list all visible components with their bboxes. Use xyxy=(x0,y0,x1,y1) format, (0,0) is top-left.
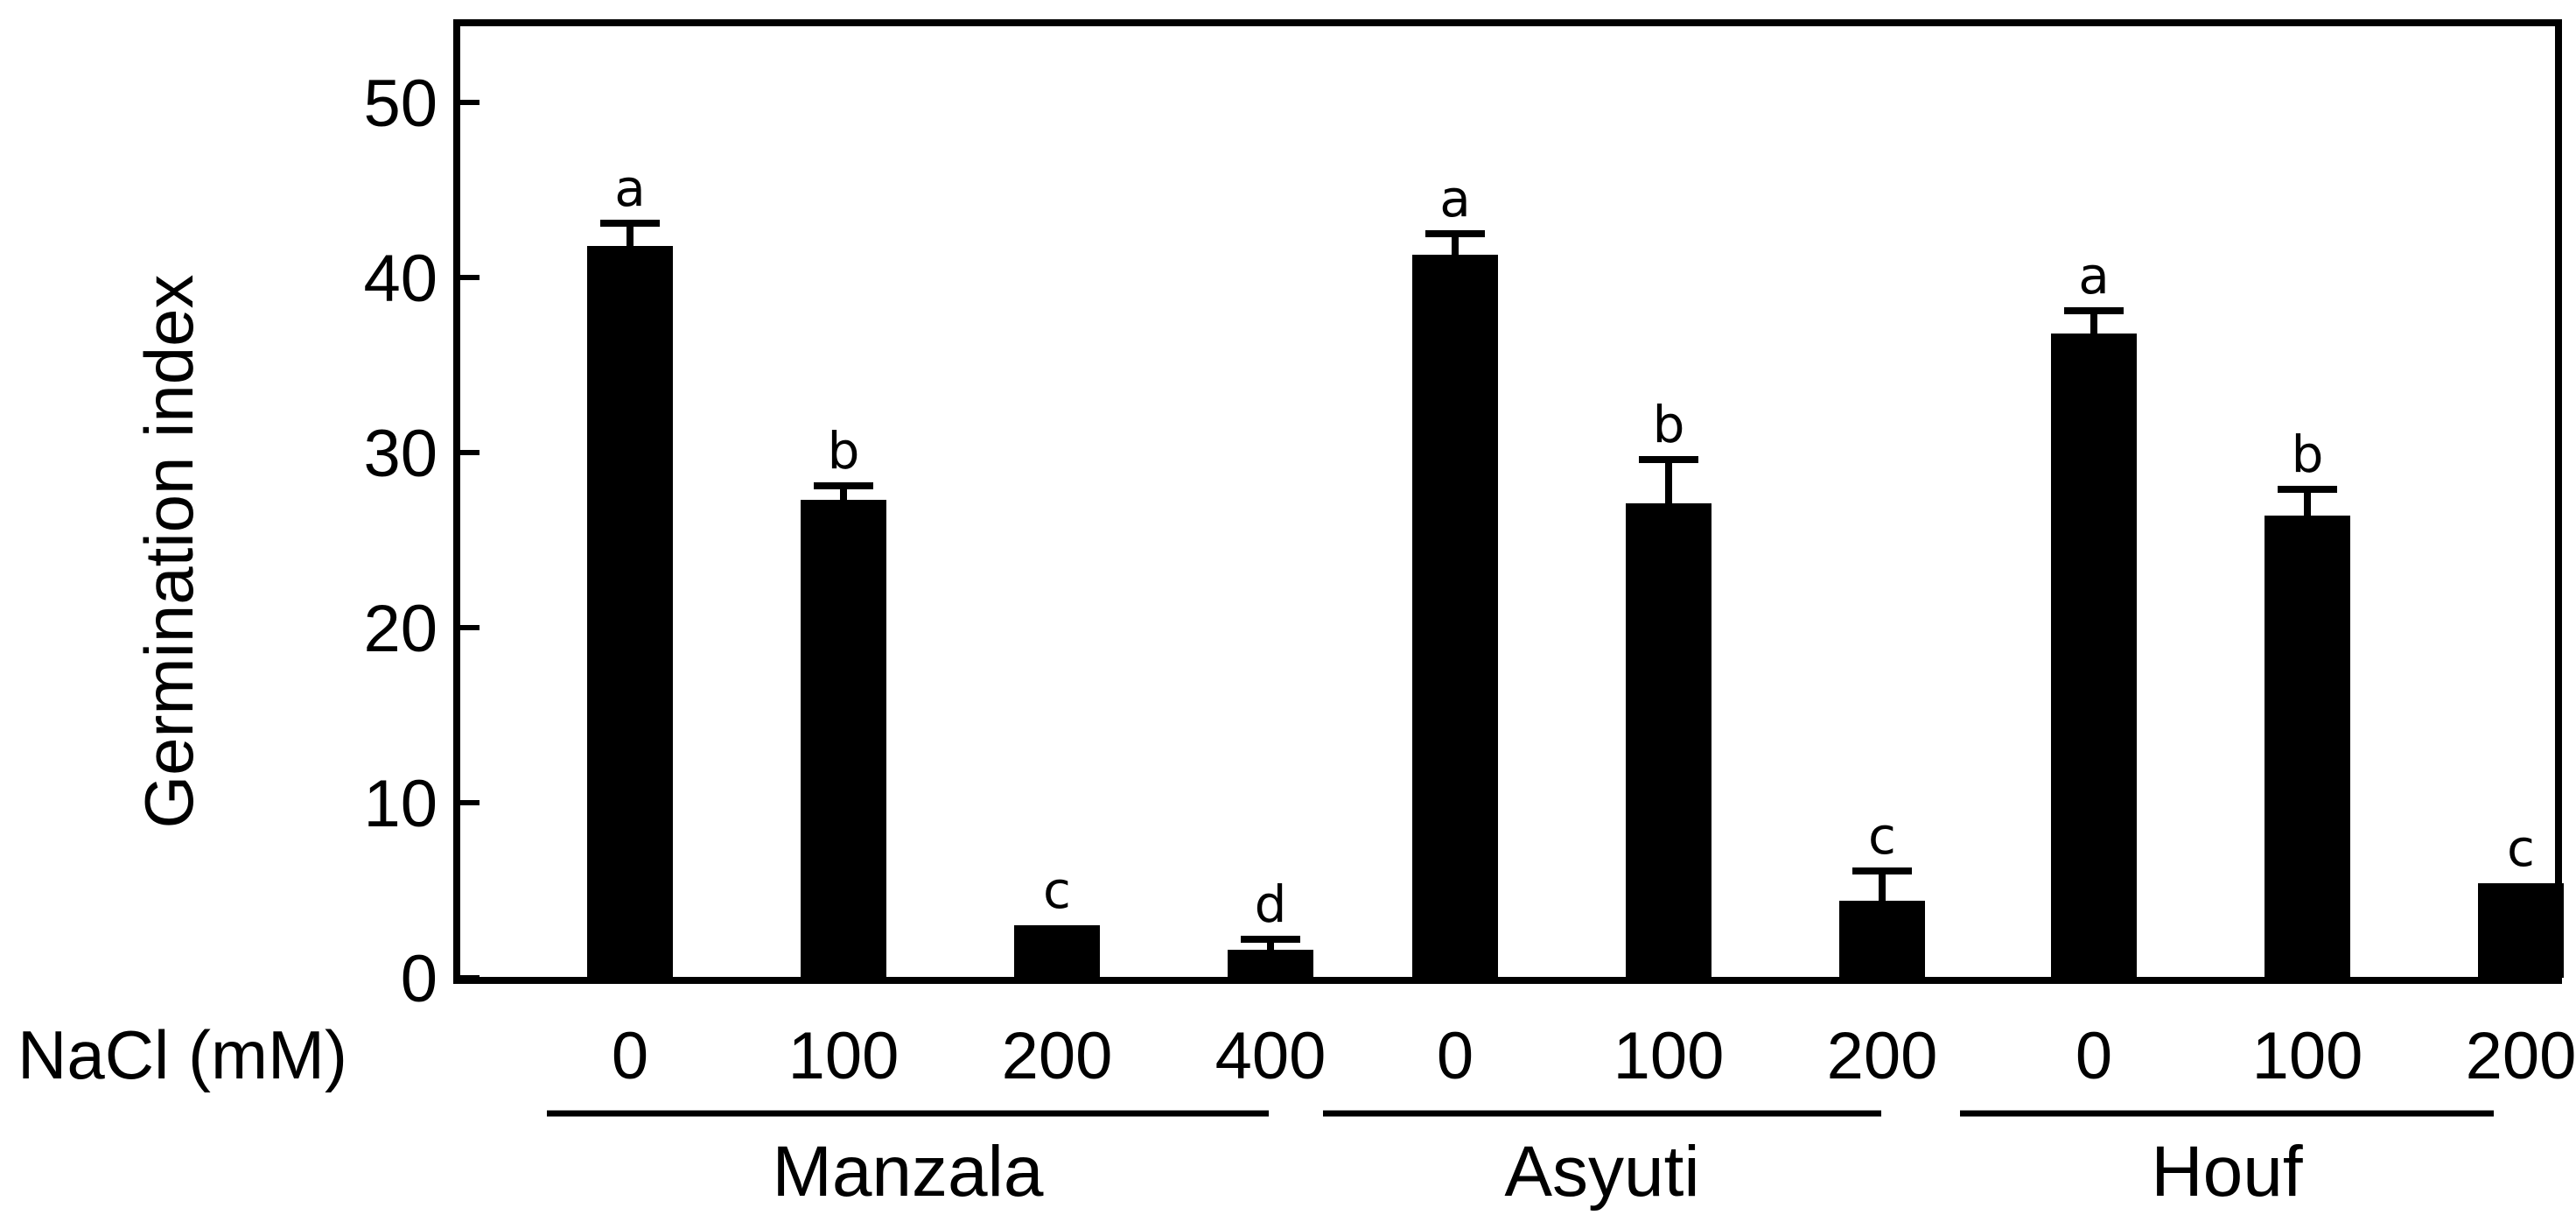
y-tick-label: 30 xyxy=(363,417,438,491)
x-axis-label: NaCl (mM) xyxy=(18,1016,347,1093)
y-tick-label: 10 xyxy=(363,767,438,841)
bar xyxy=(1228,950,1313,978)
bar xyxy=(2051,334,2137,978)
x-tick-label: 100 xyxy=(788,1019,900,1093)
group-label: Asyuti xyxy=(1504,1132,1699,1211)
significance-letter: a xyxy=(2078,246,2110,306)
x-tick-label: 0 xyxy=(612,1019,648,1093)
bar xyxy=(1014,925,1100,978)
significance-letter: a xyxy=(614,158,646,218)
y-tick-label: 50 xyxy=(363,67,438,141)
significance-letter: a xyxy=(1439,169,1471,228)
plot-frame xyxy=(453,19,2562,984)
x-tick-label: 200 xyxy=(2466,1019,2576,1093)
y-axis-label: Germination index xyxy=(130,275,207,829)
group-label: Houf xyxy=(2151,1132,2302,1211)
x-tick-label: 200 xyxy=(1002,1019,1113,1093)
bar xyxy=(587,246,673,978)
x-tick-label: 100 xyxy=(1614,1019,1725,1093)
significance-letter: b xyxy=(2292,425,2324,484)
x-tick-label: 200 xyxy=(1827,1019,1938,1093)
significance-letter: c xyxy=(1868,806,1896,866)
x-axis-ticks: 0 100 200 400 0 100 200 0 100 200 xyxy=(612,1019,2576,1093)
bar xyxy=(1626,503,1712,978)
bar xyxy=(801,500,886,978)
significance-letter: c xyxy=(2507,818,2535,878)
significance-letter: d xyxy=(1255,874,1287,934)
x-tick-label: 400 xyxy=(1215,1019,1326,1093)
group-label: Manzala xyxy=(773,1132,1044,1211)
bar-marks: a b c d a b c a b c xyxy=(587,158,2564,978)
significance-letter: b xyxy=(828,421,860,481)
y-axis-ticks: 0 10 20 30 40 50 xyxy=(363,67,480,1016)
y-tick-label: 20 xyxy=(363,592,438,666)
x-tick-label: 100 xyxy=(2252,1019,2363,1093)
y-tick-label: 0 xyxy=(401,942,438,1016)
y-tick-label: 40 xyxy=(363,242,438,316)
bar xyxy=(2264,516,2350,978)
x-tick-label: 0 xyxy=(1437,1019,1474,1093)
x-tick-label: 0 xyxy=(2076,1019,2112,1093)
bar xyxy=(1839,901,1925,978)
significance-letter: c xyxy=(1043,860,1071,920)
group-labels: Manzala Asyuti Houf xyxy=(547,1110,2494,1211)
significance-letter: b xyxy=(1653,395,1685,454)
bar xyxy=(2478,883,2564,978)
bar xyxy=(1412,255,1498,978)
